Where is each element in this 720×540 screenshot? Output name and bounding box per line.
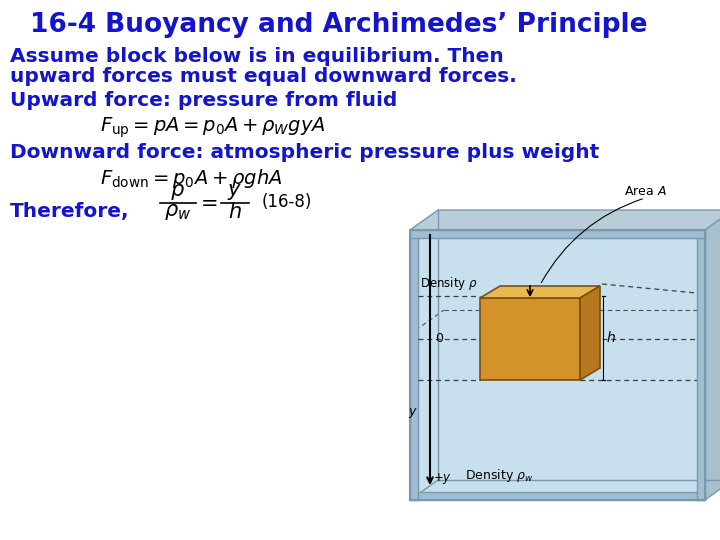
- Text: Downward force: atmospheric pressure plus weight: Downward force: atmospheric pressure plu…: [10, 143, 599, 162]
- Polygon shape: [580, 286, 600, 380]
- Polygon shape: [480, 286, 600, 298]
- Text: $0$: $0$: [435, 333, 444, 346]
- Text: $\rho_w$: $\rho_w$: [164, 202, 192, 222]
- Text: Therefore,: Therefore,: [10, 202, 130, 221]
- Bar: [697, 230, 705, 500]
- Text: $F_{\rm down} = p_0A + \rho g h A$: $F_{\rm down} = p_0A + \rho g h A$: [100, 167, 282, 190]
- Text: 16-4 Buoyancy and Archimedes’ Principle: 16-4 Buoyancy and Archimedes’ Principle: [30, 12, 647, 38]
- Text: upward forces must equal downward forces.: upward forces must equal downward forces…: [10, 67, 517, 86]
- Bar: [410, 230, 418, 500]
- Text: $y$: $y$: [228, 182, 243, 202]
- Text: Area $A$: Area $A$: [624, 185, 666, 198]
- Bar: [410, 230, 705, 500]
- Text: $F_{\rm up} = pA = p_0A + \rho_W g y A$: $F_{\rm up} = pA = p_0A + \rho_W g y A$: [100, 116, 326, 140]
- Text: $=$: $=$: [197, 192, 217, 212]
- Text: Upward force: pressure from fluid: Upward force: pressure from fluid: [10, 91, 397, 110]
- Text: Assume block below is in equilibrium. Then: Assume block below is in equilibrium. Th…: [10, 47, 504, 66]
- Text: (16-8): (16-8): [262, 193, 312, 211]
- Text: Density $\rho_w$: Density $\rho_w$: [465, 467, 534, 484]
- Text: $h$: $h$: [606, 330, 616, 346]
- Bar: [410, 230, 705, 238]
- Polygon shape: [410, 210, 720, 230]
- Polygon shape: [705, 210, 720, 500]
- Text: $\rho$: $\rho$: [171, 182, 186, 202]
- Text: Density $\rho$: Density $\rho$: [420, 275, 478, 292]
- Text: $+y$: $+y$: [433, 471, 452, 486]
- Text: $h$: $h$: [228, 202, 242, 222]
- Bar: [410, 492, 705, 500]
- Bar: [416, 233, 699, 495]
- Bar: [480, 298, 580, 380]
- Text: $y$: $y$: [408, 407, 418, 421]
